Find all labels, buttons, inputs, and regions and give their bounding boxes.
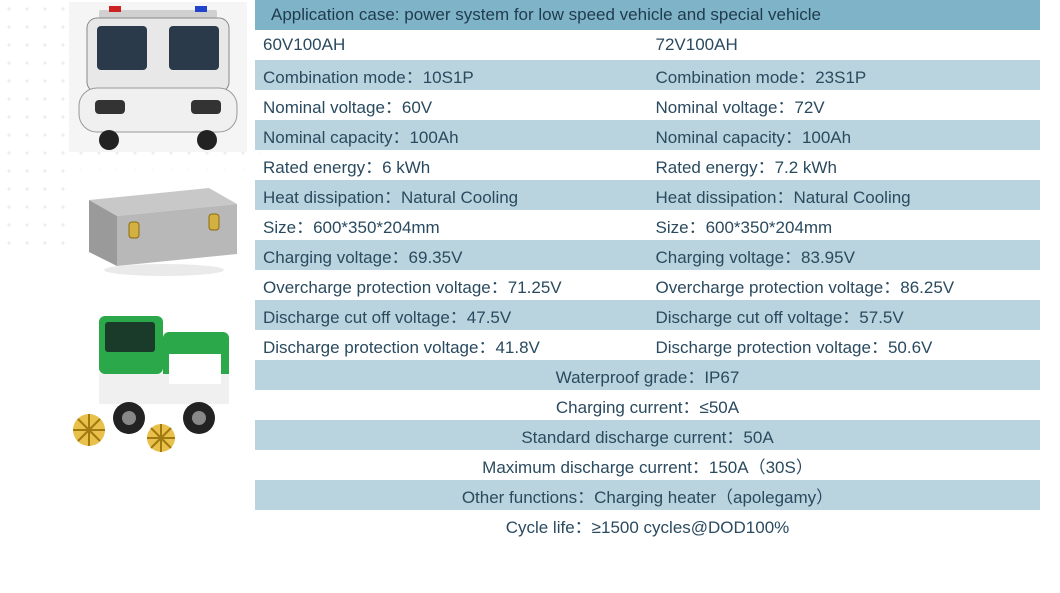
- police-vehicle-image: [68, 2, 248, 152]
- shared-row: Charging current：≤50A: [255, 390, 1040, 420]
- table-header-row: Application case: power system for low s…: [255, 0, 1040, 30]
- col-left-title: 60V100AH: [255, 35, 648, 55]
- spec-cell-right: Rated energy：7.2 kWh: [648, 153, 1041, 178]
- spec-cell-left: Heat dissipation：Natural Cooling: [255, 183, 648, 208]
- spec-row: Combination mode：10S1PCombination mode：2…: [255, 60, 1040, 90]
- spec-cell-left: Nominal capacity：100Ah: [255, 123, 648, 148]
- spec-cell-right: Discharge cut off voltage：57.5V: [648, 303, 1041, 328]
- spec-cell-right: Nominal voltage：72V: [648, 93, 1041, 118]
- shared-row: Cycle life：≥1500 cycles@DOD100%: [255, 510, 1040, 540]
- spec-row: Heat dissipation：Natural CoolingHeat dis…: [255, 180, 1040, 210]
- shared-cell: Maximum discharge current：150A（30S）: [255, 453, 1040, 478]
- spec-cell-left: Nominal voltage：60V: [255, 93, 648, 118]
- sweeper-vehicle-image: [68, 298, 248, 453]
- spec-cell-right: Charging voltage：83.95V: [648, 243, 1041, 268]
- spec-row: Overcharge protection voltage：71.25VOver…: [255, 270, 1040, 300]
- column-titles-row: 60V100AH 72V100AH: [255, 30, 1040, 60]
- spec-row: Rated energy：6 kWhRated energy：7.2 kWh: [255, 150, 1040, 180]
- spec-row: Nominal voltage：60VNominal voltage：72V: [255, 90, 1040, 120]
- spec-row: Discharge cut off voltage：47.5VDischarge…: [255, 300, 1040, 330]
- shared-cell: Waterproof grade：IP67: [255, 363, 1040, 388]
- shared-row: Maximum discharge current：150A（30S）: [255, 450, 1040, 480]
- spec-cell-right: Combination mode：23S1P: [648, 63, 1041, 88]
- spec-cell-left: Overcharge protection voltage：71.25V: [255, 273, 648, 298]
- spec-cell-left: Combination mode：10S1P: [255, 63, 648, 88]
- spec-cell-right: Discharge protection voltage：50.6V: [648, 333, 1041, 358]
- battery-box-image: [68, 170, 248, 280]
- spec-cell-right: Size：600*350*204mm: [648, 213, 1041, 238]
- spec-cell-left: Discharge protection voltage：41.8V: [255, 333, 648, 358]
- spec-row: Discharge protection voltage：41.8VDischa…: [255, 330, 1040, 360]
- spec-cell-left: Size：600*350*204mm: [255, 213, 648, 238]
- spec-row: Charging voltage：69.35VCharging voltage：…: [255, 240, 1040, 270]
- col-right-title: 72V100AH: [648, 35, 1041, 55]
- shared-cell: Other functions：Charging heater（apolegam…: [255, 483, 1040, 508]
- spec-cell-left: Discharge cut off voltage：47.5V: [255, 303, 648, 328]
- spec-table: Application case: power system for low s…: [255, 0, 1060, 540]
- shared-row: Standard discharge current：50A: [255, 420, 1040, 450]
- spec-cell-left: Charging voltage：69.35V: [255, 243, 648, 268]
- spec-cell-right: Nominal capacity：100Ah: [648, 123, 1041, 148]
- spec-cell-right: Overcharge protection voltage：86.25V: [648, 273, 1041, 298]
- left-image-column: [0, 0, 255, 540]
- spec-cell-left: Rated energy：6 kWh: [255, 153, 648, 178]
- shared-cell: Cycle life：≥1500 cycles@DOD100%: [255, 513, 1040, 538]
- shared-row: Other functions：Charging heater（apolegam…: [255, 480, 1040, 510]
- table-header: Application case: power system for low s…: [263, 5, 1040, 25]
- spec-cell-right: Heat dissipation：Natural Cooling: [648, 183, 1041, 208]
- spec-row: Nominal capacity：100AhNominal capacity：1…: [255, 120, 1040, 150]
- shared-cell: Standard discharge current：50A: [255, 423, 1040, 448]
- shared-cell: Charging current：≤50A: [255, 393, 1040, 418]
- shared-row: Waterproof grade：IP67: [255, 360, 1040, 390]
- spec-row: Size：600*350*204mmSize：600*350*204mm: [255, 210, 1040, 240]
